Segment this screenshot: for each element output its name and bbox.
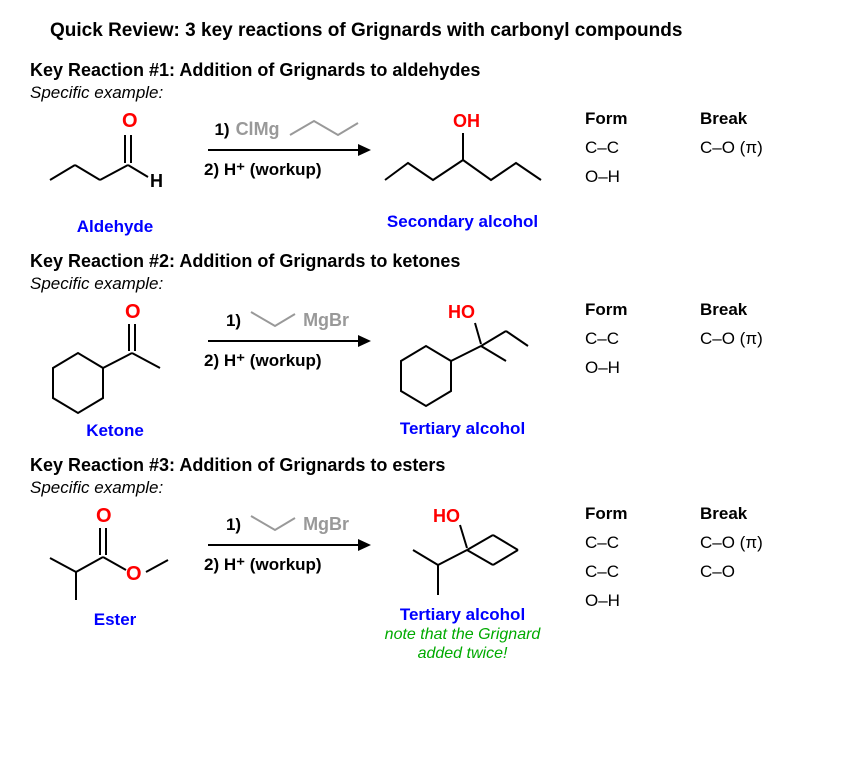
fb-break: C–O (π) xyxy=(700,529,780,558)
reagent-mgbr: MgBr xyxy=(303,310,349,331)
form-header: Form xyxy=(585,500,645,529)
reaction-2-formbreak: Form Break C–C C–O (π) O–H xyxy=(550,296,780,383)
reaction-1-reactant: O H Aldehyde xyxy=(30,105,200,237)
grignard-note: note that the Grignard added twice! xyxy=(375,625,550,663)
reaction-1-arrow: 1) ClMg 2) H⁺ (workup) xyxy=(200,105,375,180)
reaction-3-subtitle: Key Reaction #3: Addition of Grignards t… xyxy=(30,455,828,476)
fb-break xyxy=(700,354,780,383)
reaction-1-product: OH Secondary alcohol xyxy=(375,105,550,232)
reactant-3-label: Ester xyxy=(94,610,137,630)
fb-form: C–C xyxy=(585,325,645,354)
step2-label: 2) H⁺ (workup) xyxy=(200,555,322,575)
propyl-chain xyxy=(286,115,361,140)
reaction-1-subtitle: Key Reaction #1: Addition of Grignards t… xyxy=(30,60,828,81)
product-3-label: Tertiary alcohol xyxy=(400,605,525,625)
reaction-3: Key Reaction #3: Addition of Grignards t… xyxy=(30,455,828,663)
reaction-3-product: HO Tertiary alcohol note that the Grigna… xyxy=(375,500,550,663)
reaction-2: Key Reaction #2: Addition of Grignards t… xyxy=(30,251,828,441)
fb-form: C–C xyxy=(585,529,645,558)
fb-break: C–O (π) xyxy=(700,325,780,354)
reaction-3-reactant: O O Ester xyxy=(30,500,200,630)
svg-text:O: O xyxy=(125,301,141,323)
secondary-alcohol-structure: OH xyxy=(373,105,553,210)
step2-label: 2) H⁺ (workup) xyxy=(200,160,322,180)
arrow-icon xyxy=(203,535,373,555)
arrow-icon xyxy=(203,331,373,351)
reaction-1-example-label: Specific example: xyxy=(30,83,828,103)
step1-label: 1) xyxy=(214,120,229,140)
reaction-2-example-label: Specific example: xyxy=(30,274,828,294)
svg-text:H: H xyxy=(150,171,163,191)
svg-text:O: O xyxy=(126,563,142,585)
reaction-3-arrow: 1) MgBr 2) H⁺ (workup) xyxy=(200,500,375,575)
page-title: Quick Review: 3 key reactions of Grignar… xyxy=(30,20,828,42)
svg-text:O: O xyxy=(122,110,138,132)
product-1-label: Secondary alcohol xyxy=(387,212,538,232)
reagent-clmg: ClMg xyxy=(236,119,280,140)
reactant-1-label: Aldehyde xyxy=(77,217,154,237)
svg-text:O: O xyxy=(96,505,112,527)
ketone-structure: O xyxy=(40,296,190,441)
reagent-mgbr: MgBr xyxy=(303,514,349,535)
ethyl-chain xyxy=(247,510,297,535)
ester-structure: O O xyxy=(38,500,193,620)
fb-break: C–O (π) xyxy=(700,134,780,163)
svg-text:OH: OH xyxy=(453,111,480,131)
tertiary-alcohol-structure-3: HO xyxy=(375,500,550,615)
fb-form: O–H xyxy=(585,163,645,192)
reaction-3-example-label: Specific example: xyxy=(30,478,828,498)
fb-form: O–H xyxy=(585,354,645,383)
reaction-2-product: HO Tertiary alcohol xyxy=(375,296,550,439)
form-header: Form xyxy=(585,296,645,325)
fb-form: C–C xyxy=(585,134,645,163)
reaction-2-subtitle: Key Reaction #2: Addition of Grignards t… xyxy=(30,251,828,272)
step1-label: 1) xyxy=(226,311,241,331)
svg-text:HO: HO xyxy=(433,506,460,526)
break-header: Break xyxy=(700,500,780,529)
fb-form: O–H xyxy=(585,587,645,616)
step1-label: 1) xyxy=(226,515,241,535)
fb-break: C–O xyxy=(700,558,780,587)
svg-text:HO: HO xyxy=(448,302,475,322)
reaction-1-formbreak: Form Break C–C C–O (π) O–H xyxy=(550,105,780,192)
break-header: Break xyxy=(700,105,780,134)
form-header: Form xyxy=(585,105,645,134)
fb-form: C–C xyxy=(585,558,645,587)
break-header: Break xyxy=(700,296,780,325)
reaction-1: Key Reaction #1: Addition of Grignards t… xyxy=(30,60,828,237)
aldehyde-structure: O H xyxy=(40,105,190,215)
product-2-label: Tertiary alcohol xyxy=(400,419,525,439)
fb-break xyxy=(700,163,780,192)
step2-label: 2) H⁺ (workup) xyxy=(200,351,322,371)
reactant-2-label: Ketone xyxy=(86,421,144,441)
reaction-3-formbreak: Form Break C–C C–O (π) C–C C–O O–H xyxy=(550,500,780,616)
reaction-2-reactant: O Ketone xyxy=(30,296,200,441)
reaction-2-arrow: 1) MgBr 2) H⁺ (workup) xyxy=(200,296,375,371)
arrow-icon xyxy=(203,140,373,160)
ethyl-chain xyxy=(247,306,297,331)
fb-break xyxy=(700,587,780,616)
